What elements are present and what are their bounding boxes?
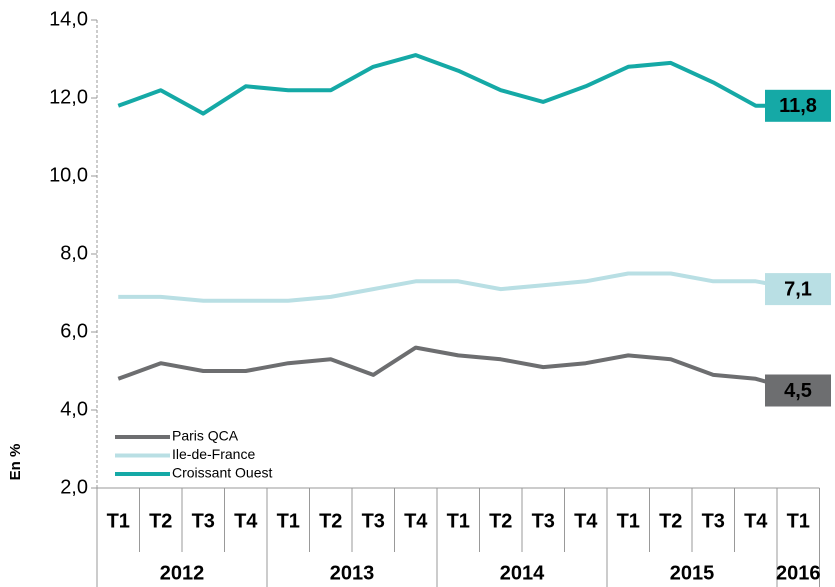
x-tick-label: T2: [319, 510, 342, 532]
series-line: [118, 271, 799, 303]
value-label-box: [765, 273, 831, 306]
year-label: 2014: [500, 562, 545, 584]
y-tick-label: 10,0: [49, 164, 88, 186]
year-label: 2013: [330, 562, 375, 584]
x-tick-label: T1: [107, 510, 130, 532]
x-tick-label: T1: [617, 510, 640, 532]
legend-label: Ile-de-France: [172, 446, 255, 462]
y-tick-label: 2,0: [60, 476, 88, 498]
x-tick-label: T2: [659, 510, 682, 532]
x-tick-label: T4: [234, 510, 258, 532]
value-label: 7,1: [784, 278, 812, 300]
x-tick-label: T1: [787, 510, 810, 532]
x-tick-label: T2: [489, 510, 512, 532]
x-tick-label: T3: [532, 510, 555, 532]
value-label-box: [765, 89, 831, 122]
value-label-box: [765, 374, 831, 407]
x-tick-label: T3: [362, 510, 385, 532]
legend-label: Croissant Ouest: [172, 465, 272, 481]
value-label: 4,5: [784, 380, 812, 402]
year-label: 2012: [160, 562, 205, 584]
y-tick-label: 14,0: [49, 8, 88, 30]
year-label: 2016: [776, 562, 821, 584]
y-tick-label: 6,0: [60, 320, 88, 342]
x-tick-label: T1: [447, 510, 470, 532]
year-label: 2015: [670, 562, 715, 584]
y-axis-label: En %: [7, 444, 24, 481]
x-tick-label: T1: [277, 510, 300, 532]
series-line: [117, 345, 799, 393]
x-tick-label: T3: [192, 510, 215, 532]
x-tick-label: T4: [574, 510, 598, 532]
x-tick-label: T2: [149, 510, 172, 532]
x-tick-label: T4: [404, 510, 428, 532]
y-tick-label: 8,0: [60, 242, 88, 264]
x-tick-label: T4: [744, 510, 768, 532]
legend-label: Paris QCA: [172, 428, 239, 444]
series-line: [117, 53, 799, 116]
y-tick-label: 4,0: [60, 398, 88, 420]
y-tick-label: 12,0: [49, 86, 88, 108]
x-tick-label: T3: [702, 510, 725, 532]
value-label: 11,8: [779, 95, 817, 117]
